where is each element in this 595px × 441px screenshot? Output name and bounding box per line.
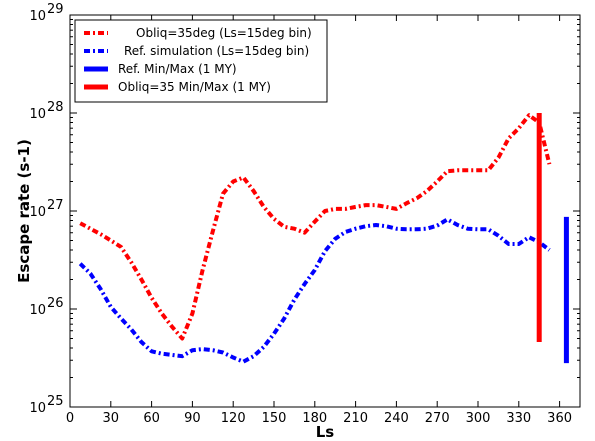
x-tick-label: 270 — [425, 411, 450, 426]
y-tick-label: 10 — [29, 303, 46, 318]
y-tick-exponent: 28 — [47, 100, 64, 115]
y-axis-label: Escape rate (s-1) — [15, 139, 33, 283]
legend-label-obliq35-range: Obliq=35 Min/Max (1 MY) — [118, 80, 271, 94]
y-tick-exponent: 27 — [47, 198, 64, 213]
series-line-obliq35 — [79, 113, 552, 341]
x-tick-label: 30 — [103, 411, 120, 426]
x-tick-label: 300 — [466, 411, 491, 426]
x-tick-label: 240 — [384, 411, 409, 426]
legend-label-reference: Ref. simulation (Ls=15deg bin) — [124, 44, 309, 58]
legend-box — [74, 19, 328, 103]
legend-label-obliq35: Obliq=35deg (Ls=15deg bin) — [136, 26, 312, 40]
y-tick-exponent: 25 — [47, 394, 64, 409]
x-tick-label: 60 — [143, 411, 160, 426]
y-tick-label: 10 — [29, 107, 46, 122]
x-tick-label: 0 — [66, 411, 74, 426]
y-tick-label: 10 — [29, 9, 46, 24]
x-tick-label: 180 — [302, 411, 327, 426]
y-tick-exponent: 26 — [47, 296, 64, 311]
x-tick-label: 120 — [221, 411, 246, 426]
y-tick-label: 10 — [29, 205, 46, 220]
x-tick-label: 90 — [184, 411, 201, 426]
x-tick-label: 150 — [262, 411, 287, 426]
legend: Obliq=35deg (Ls=15deg bin) Ref. simulatio… — [74, 19, 328, 103]
y-tick-exponent: 29 — [47, 2, 64, 17]
x-tick-label: 360 — [547, 411, 572, 426]
plot-content — [78, 113, 569, 364]
x-tick-label: 210 — [343, 411, 368, 426]
x-axis-label: Ls — [316, 423, 335, 441]
legend-label-reference-range: Ref. Min/Max (1 MY) — [118, 62, 237, 76]
series-line-reference — [78, 217, 551, 364]
y-tick-label: 10 — [29, 401, 46, 416]
x-tick-label: 330 — [506, 411, 531, 426]
